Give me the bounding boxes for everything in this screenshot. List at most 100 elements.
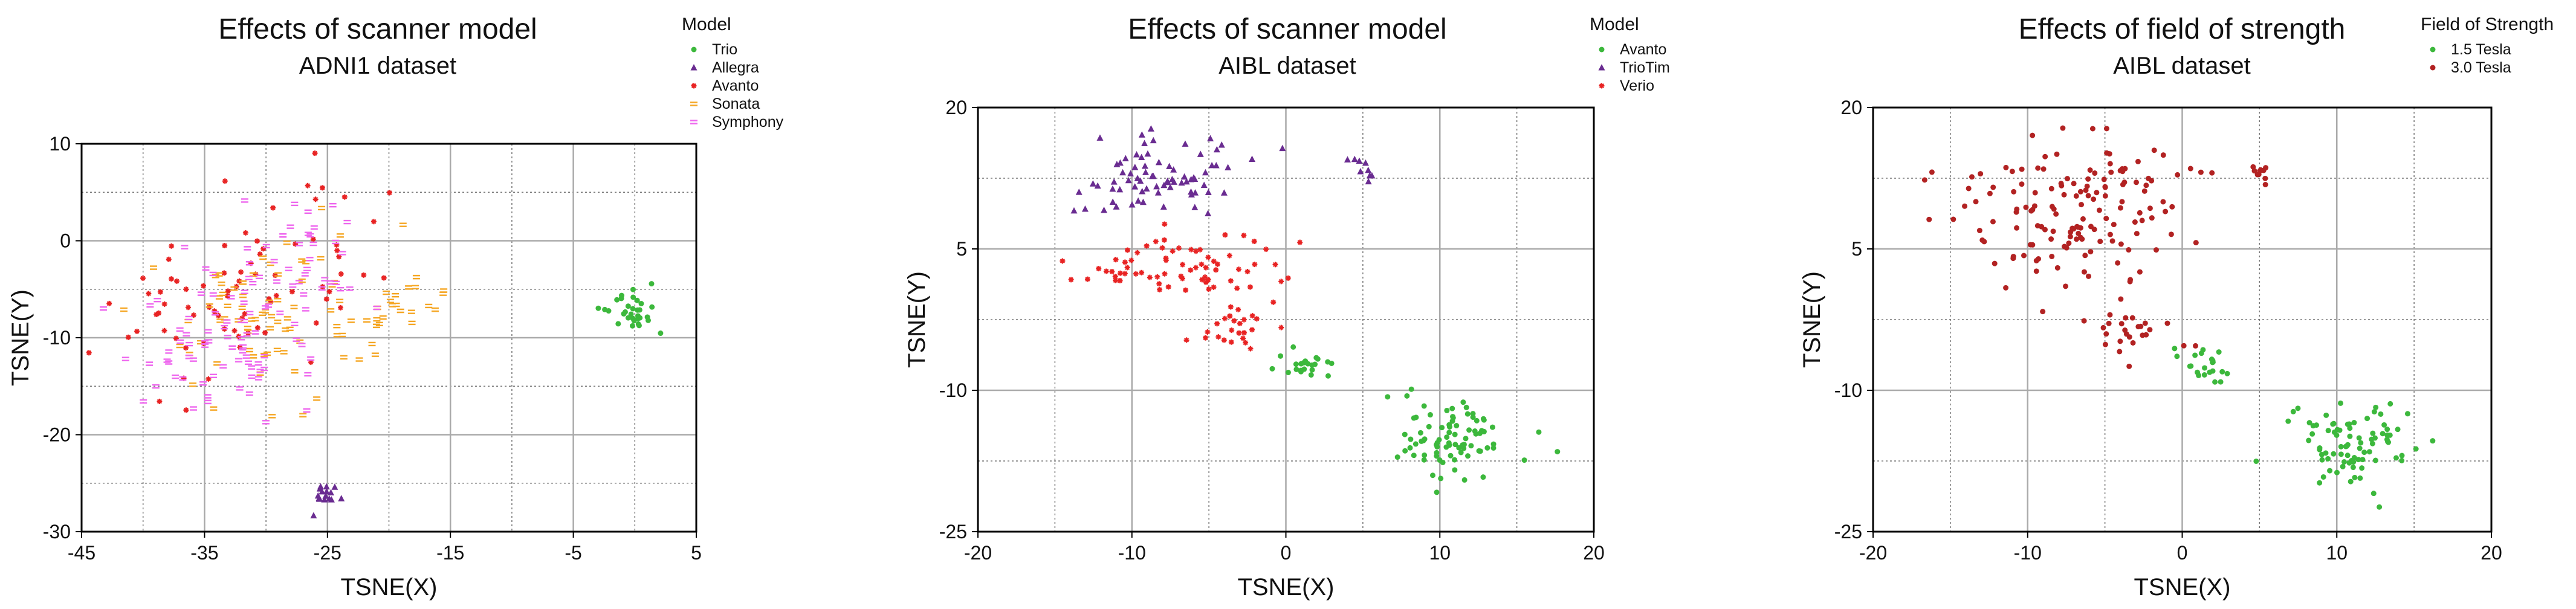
data-point: [2253, 458, 2259, 464]
data-point: [1521, 457, 1527, 463]
data-point: [337, 304, 343, 311]
data-point: [1357, 167, 1364, 175]
data-point: [172, 374, 180, 379]
data-point: [1290, 344, 1296, 350]
data-point: [1479, 428, 1485, 434]
data-point: [2378, 411, 2384, 417]
y-tick-label: 5: [1851, 238, 1862, 260]
data-point: [1434, 453, 1440, 459]
data-point: [2306, 420, 2312, 426]
data-point: [1490, 445, 1497, 451]
data-point: [439, 291, 447, 296]
data-point: [2327, 468, 2333, 474]
data-point: [140, 276, 146, 282]
data-point: [86, 350, 92, 356]
data-point: [323, 296, 329, 302]
data-point: [239, 315, 245, 321]
data-point: [2059, 182, 2065, 188]
series-avanto: [1269, 344, 1561, 495]
data-point: [2077, 188, 2083, 195]
data-point: [2030, 132, 2036, 138]
data-point: [1163, 257, 1169, 263]
data-point: [658, 330, 664, 337]
data-point: [2352, 474, 2358, 480]
data-point: [274, 272, 282, 277]
legend-marker: [2430, 65, 2436, 71]
data-point: [2034, 223, 2040, 229]
data-point: [361, 272, 367, 278]
data-point: [157, 289, 163, 295]
data-point: [199, 381, 207, 386]
data-point: [222, 178, 228, 184]
y-tick-label: 5: [956, 238, 967, 260]
data-point: [161, 301, 167, 307]
data-point: [1446, 430, 1452, 436]
data-point: [173, 335, 179, 341]
data-point: [1365, 166, 1372, 173]
data-point: [1150, 137, 1157, 144]
data-point: [219, 364, 227, 369]
data-point: [241, 198, 248, 203]
x-tick-label: -20: [1859, 542, 1887, 564]
data-point: [1070, 207, 1078, 214]
legend-marker: [2430, 47, 2436, 53]
data-point: [310, 225, 318, 230]
data-point: [1325, 373, 1331, 379]
data-point: [2123, 315, 2129, 321]
data-point: [2210, 359, 2216, 366]
data-point: [149, 265, 157, 270]
data-point: [1394, 454, 1400, 460]
data-point: [2040, 309, 2046, 315]
data-point: [254, 238, 261, 244]
data-point: [154, 298, 161, 303]
data-point: [223, 319, 231, 324]
data-point: [2035, 165, 2041, 171]
data-point: [379, 315, 387, 320]
data-point: [205, 303, 213, 308]
data-point: [2262, 175, 2268, 181]
data-point: [254, 325, 261, 331]
data-point: [1468, 443, 1474, 449]
data-point: [215, 295, 223, 300]
data-point: [318, 205, 326, 211]
data-point: [1213, 146, 1220, 153]
data-point: [2141, 188, 2147, 194]
data-point: [291, 201, 299, 207]
data-point: [368, 341, 376, 347]
data-point: [2370, 430, 2376, 436]
data-point: [165, 349, 173, 354]
data-point: [371, 352, 379, 357]
data-point: [1408, 386, 1414, 392]
data-point: [1203, 279, 1209, 285]
data-point: [1460, 399, 1466, 405]
data-point: [291, 321, 299, 327]
data-point: [1225, 164, 1232, 170]
x-tick-label: -25: [314, 542, 341, 564]
data-point: [1199, 261, 1205, 267]
data-point: [265, 303, 273, 308]
data-point: [2399, 453, 2405, 459]
data-point: [2381, 422, 2387, 428]
data-point: [1183, 337, 1189, 343]
data-point: [313, 396, 321, 401]
data-point: [2151, 147, 2157, 153]
legend-label: Verio: [1620, 77, 1654, 94]
data-point: [1119, 169, 1127, 176]
data-point: [1463, 404, 1469, 410]
data-point: [2102, 184, 2108, 190]
data-point: [273, 279, 281, 284]
data-point: [2187, 166, 2193, 172]
legend-label: Trio: [712, 41, 737, 58]
data-point: [254, 376, 262, 381]
y-tick-label: 0: [60, 230, 71, 252]
legend-item: TrioTim: [1598, 59, 1670, 76]
data-point: [2101, 176, 2107, 182]
legend-label: Avanto: [712, 77, 759, 94]
data-point: [396, 308, 404, 314]
data-point: [236, 386, 244, 391]
data-point: [183, 345, 189, 351]
data-point: [1241, 317, 1247, 323]
data-point: [2377, 504, 2383, 510]
data-point: [2348, 478, 2354, 485]
